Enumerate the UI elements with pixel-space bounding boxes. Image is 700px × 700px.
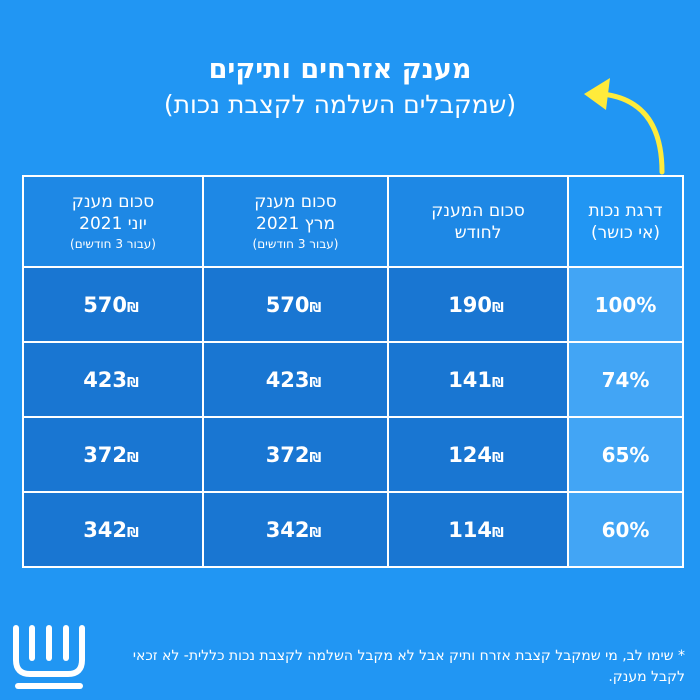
header-june-amount: סכום מענק יוני 2021 (עבור 3 חודשים) <box>22 175 204 268</box>
header-march-amount: סכום מענק מרץ 2021 (עבור 3 חודשים) <box>202 175 389 268</box>
amount-value: 141 <box>448 367 493 392</box>
shekel-icon: ₪ <box>127 450 139 466</box>
shekel-icon: ₪ <box>127 300 139 316</box>
header-note: (עבור 3 חודשים) <box>70 236 156 251</box>
amount-value: 570 <box>83 292 128 317</box>
cell-june: 342₪ <box>22 491 204 568</box>
amount-value: 372 <box>83 442 128 467</box>
table-row: 65% 124₪ 372₪ 372₪ <box>22 416 684 493</box>
amount-value: 342 <box>83 517 128 542</box>
cell-march: 342₪ <box>202 491 389 568</box>
amount-value: 342 <box>265 517 310 542</box>
header-line2: (אי כושר) <box>590 222 661 243</box>
amount-value: 114 <box>448 517 493 542</box>
grant-table: דרגת נכות (אי כושר) סכום המענק לחודש סכו… <box>22 175 684 568</box>
shekel-icon: ₪ <box>492 300 504 316</box>
cell-june: 423₪ <box>22 341 204 418</box>
table-row: 60% 114₪ 342₪ 342₪ <box>22 491 684 568</box>
cell-percent: 60% <box>567 491 684 568</box>
cell-june: 570₪ <box>22 266 204 343</box>
page-subtitle: (שמקבלים השלמה לקצבת נכות) <box>163 90 517 119</box>
cell-monthly: 114₪ <box>387 491 569 568</box>
title-block: מענק אזרחים ותיקים (שמקבלים השלמה לקצבת … <box>120 52 560 122</box>
cell-percent: 74% <box>567 341 684 418</box>
shekel-icon: ₪ <box>309 300 322 316</box>
amount-value: 570 <box>265 292 310 317</box>
header-disability-degree: דרגת נכות (אי כושר) <box>567 175 684 268</box>
header-note: (עבור 3 חודשים) <box>252 236 339 251</box>
footnote: * שימו לב, מי שמקבל קצבת אזרח ותיק אבל ל… <box>132 648 685 685</box>
page-title: מענק אזרחים ותיקים <box>208 54 472 85</box>
shekel-icon: ₪ <box>492 450 504 466</box>
cell-percent: 100% <box>567 266 684 343</box>
shekel-icon: ₪ <box>309 450 322 466</box>
table-row: 100% 190₪ 570₪ 570₪ <box>22 266 684 343</box>
shekel-icon: ₪ <box>492 375 504 391</box>
cell-march: 423₪ <box>202 341 389 418</box>
shekel-icon: ₪ <box>492 525 504 541</box>
bituach-leumi-logo-icon <box>13 625 85 689</box>
header-line2: מרץ 2021 <box>256 213 335 234</box>
shekel-icon: ₪ <box>127 375 139 391</box>
header-line2: יוני 2021 <box>79 213 147 234</box>
amount-value: 190 <box>448 292 493 317</box>
header-monthly-amount: סכום המענק לחודש <box>387 175 569 268</box>
cell-monthly: 124₪ <box>387 416 569 493</box>
header-line2: לחודש <box>454 222 502 243</box>
header-line1: סכום מענק <box>71 191 155 212</box>
header-line1: סכום מענק <box>254 191 337 212</box>
shekel-icon: ₪ <box>309 375 322 391</box>
header-line1: סכום המענק <box>431 200 525 221</box>
amount-value: 124 <box>448 442 493 467</box>
table-header-row: דרגת נכות (אי כושר) סכום המענק לחודש סכו… <box>22 175 684 268</box>
shekel-icon: ₪ <box>127 525 139 541</box>
cell-percent: 65% <box>567 416 684 493</box>
cell-march: 570₪ <box>202 266 389 343</box>
curved-arrow-icon <box>584 78 665 175</box>
amount-value: 372 <box>265 442 310 467</box>
cell-june: 372₪ <box>22 416 204 493</box>
amount-value: 423 <box>265 367 310 392</box>
shekel-icon: ₪ <box>309 525 322 541</box>
amount-value: 423 <box>83 367 128 392</box>
table-row: 74% 141₪ 423₪ 423₪ <box>22 341 684 418</box>
cell-monthly: 190₪ <box>387 266 569 343</box>
header-line1: דרגת נכות <box>588 200 663 221</box>
cell-monthly: 141₪ <box>387 341 569 418</box>
cell-march: 372₪ <box>202 416 389 493</box>
